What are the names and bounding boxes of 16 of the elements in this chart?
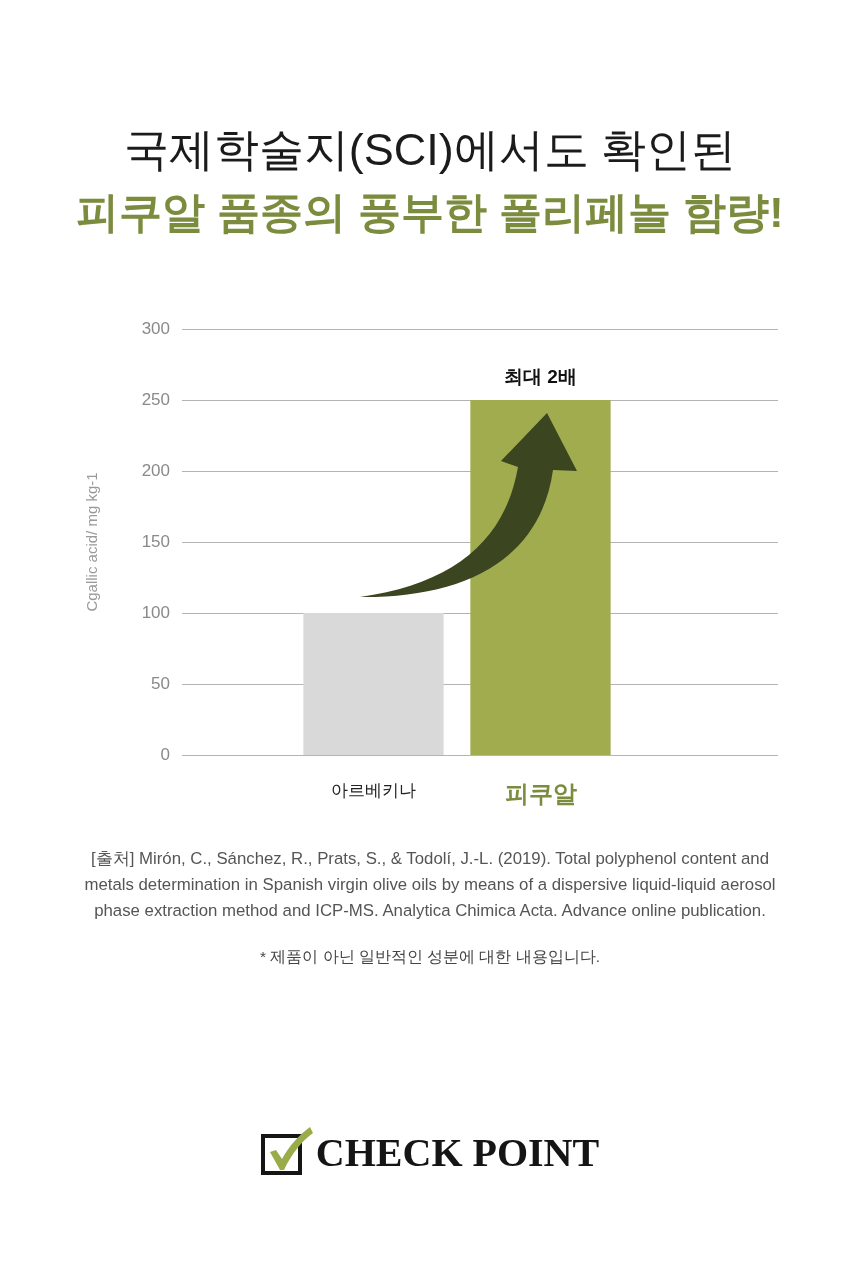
y-tick-label: 300 [141,318,170,338]
chart-subtitle: 피쿠알 품종의 풍부한 폴리페놀 함량! [75,187,785,238]
y-tick-label: 150 [141,531,170,551]
text: CHECK POINT [315,1130,600,1175]
y-tick-label: 200 [141,460,170,480]
y-tick-label: 250 [141,389,170,409]
text: * 제품이 아닌 일반적인 성분에 대한 내용입니다. [258,947,602,967]
annotation: 최대 2배 [504,366,577,388]
chart-title: 국제학술지(SCI)에서도 확인된 [122,123,738,177]
x-tick-label: 피쿠알 [504,780,577,808]
text: [출처] Mirón, C., Sánchez, R., Prats, S., & Todolí, J.-L. (2019). Total polyphenol content and metals determination in Spanish virgin olive oils by means of a dispersive liquid-liquid aerosol phase extraction method and ICP-MS. Analytica Chimica Acta. Advance online publication. [83,848,777,922]
x-tick-label: 아르베키나 [331,780,416,800]
y-tick-label: 100 [141,602,170,622]
y-axis-title: Cgallic acid/ mg kg-1 [83,472,101,612]
y-tick-label: 0 [160,744,170,764]
y-tick-label: 50 [151,673,170,693]
